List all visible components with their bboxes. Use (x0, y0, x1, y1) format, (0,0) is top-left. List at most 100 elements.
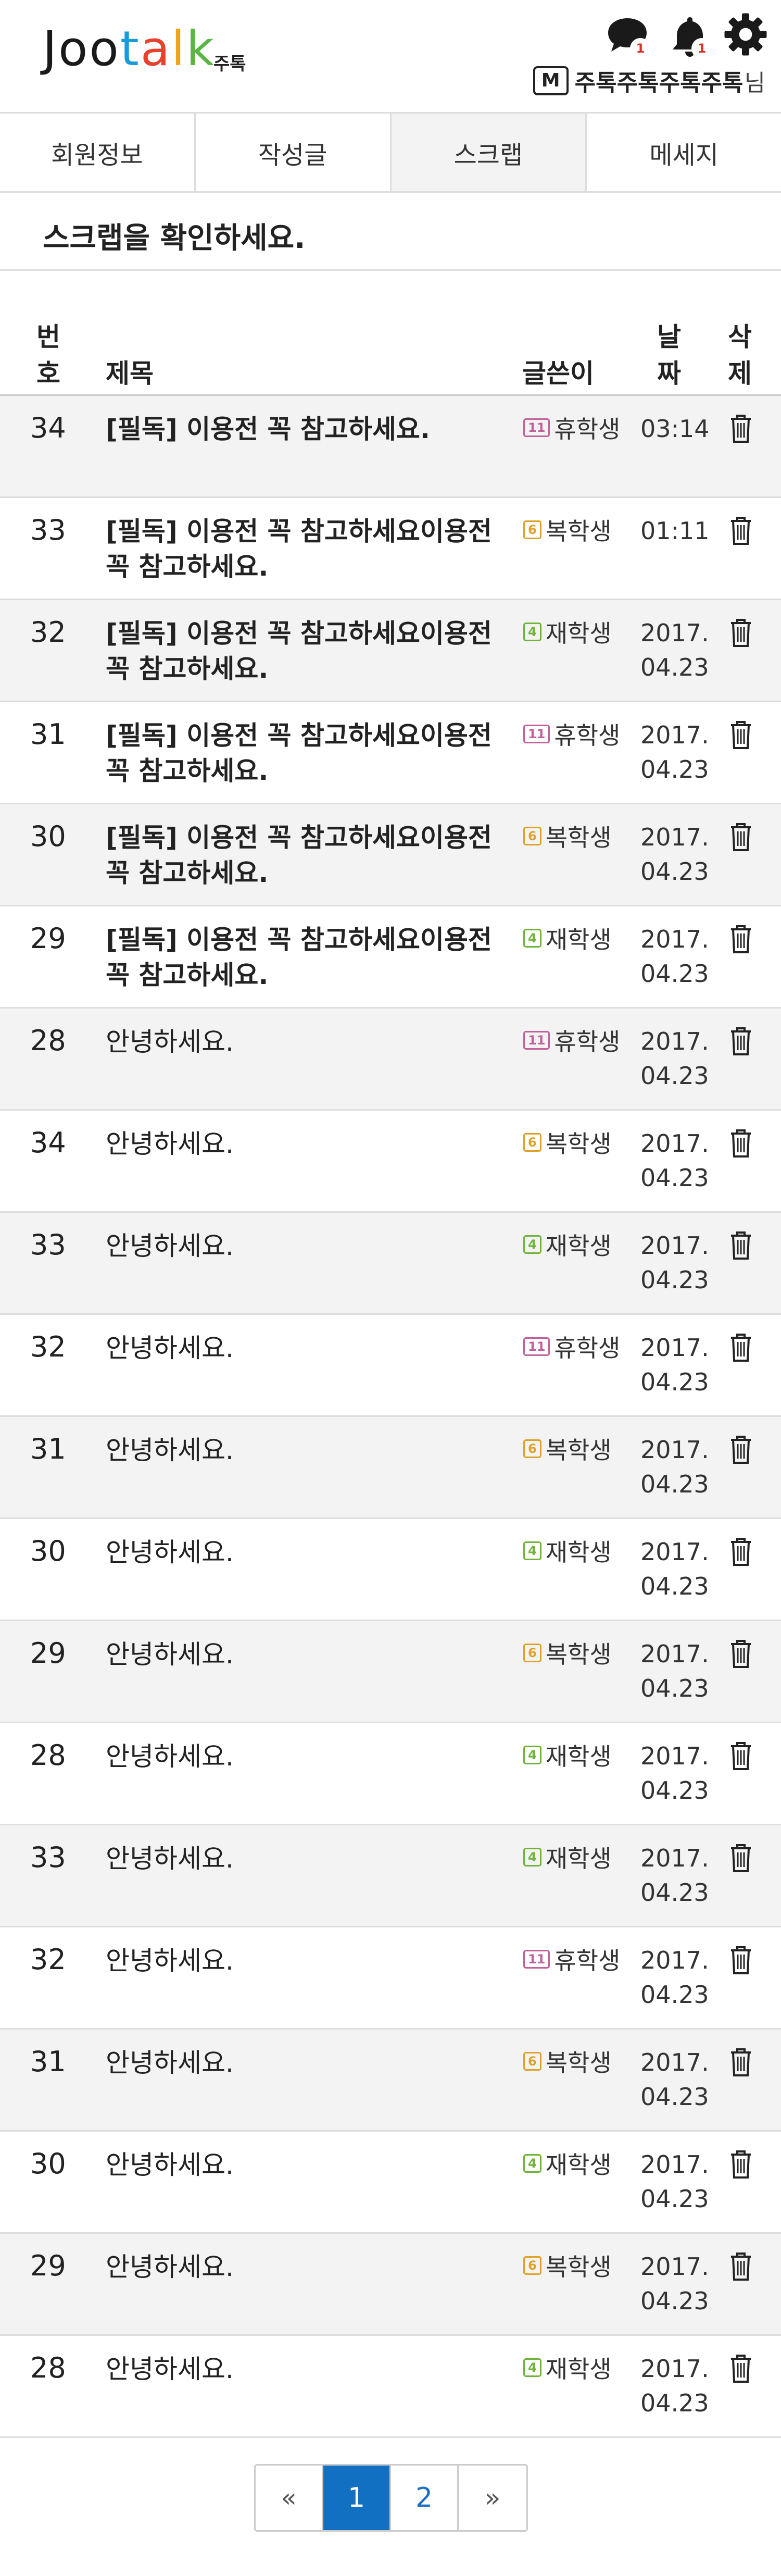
trash-icon[interactable] (728, 515, 754, 546)
user-info[interactable]: M 주톡주톡주톡주톡 님 (533, 65, 765, 96)
table-row[interactable]: 31 안녕하세요. 6 복학생 2017. 04.23 (0, 2030, 781, 2132)
table-row[interactable]: 29 안녕하세요. 6 복학생 2017. 04.23 (0, 2234, 781, 2336)
table-row[interactable]: 33 [필독] 이용전 꼭 참고하세요이용전 꼭 참고하세요. 6 복학생 01:11 (0, 498, 781, 600)
header-num: 번 호 (36, 322, 60, 389)
student-status: 휴학생 (554, 1334, 621, 1362)
trash-icon[interactable] (728, 2250, 754, 2282)
scrap-list: 34 [필독] 이용전 꼭 참고하세요. 11 휴학생 03:14 33 [필독] 이용전 … (0, 396, 781, 2438)
post-date: 03:14 (640, 415, 710, 443)
row-number: 29 (30, 2249, 66, 2282)
trash-icon[interactable] (728, 1025, 754, 1056)
trash-icon[interactable] (728, 1229, 754, 1261)
trash-icon[interactable] (728, 1638, 754, 1669)
post-date: 2017. 04.23 (640, 2355, 709, 2417)
post-title-link[interactable]: 안녕하세요. (106, 1844, 234, 1874)
chat-bubble-icon[interactable]: 1 (604, 13, 651, 60)
post-title-link[interactable]: 안녕하세요. (106, 1027, 234, 1057)
student-status: 복학생 (545, 1436, 612, 1464)
bell-icon[interactable]: 1 (666, 13, 713, 60)
post-date: 2017. 04.23 (640, 1640, 709, 1702)
trash-icon[interactable] (728, 1536, 754, 1567)
post-title-link[interactable]: 안녕하세요. (106, 1537, 234, 1567)
next-page-button[interactable]: » (484, 2483, 501, 2513)
student-status: 휴학생 (554, 1947, 621, 1975)
trash-icon[interactable] (728, 2353, 754, 2384)
table-row[interactable]: 28 안녕하세요. 11 휴학생 2017. 04.23 (0, 1009, 781, 1111)
table-row[interactable]: 32 [필독] 이용전 꼭 참고하세요이용전 꼭 참고하세요. 4 재학생 2017. 0… (0, 600, 781, 702)
post-title-link[interactable]: 안녕하세요. (106, 2354, 234, 2384)
tab-my-posts[interactable]: 작성글 (196, 114, 392, 191)
table-row[interactable]: 31 [필독] 이용전 꼭 참고하세요이용전 꼭 참고하세요. 11 휴학생 2017.… (0, 702, 781, 804)
table-row[interactable]: 29 [필독] 이용전 꼭 참고하세요이용전 꼭 참고하세요. 4 재학생 2017. 0… (0, 906, 781, 1009)
post-date: 2017. 04.23 (640, 1538, 709, 1600)
level-badge: 4 (523, 1848, 541, 1866)
table-row[interactable]: 32 안녕하세요. 11 휴학생 2017. 04.23 (0, 1315, 781, 1417)
table-row[interactable]: 31 안녕하세요. 6 복학생 2017. 04.23 (0, 1417, 781, 1519)
post-title-link[interactable]: [필독] 이용전 꼭 참고하세요이용전 꼭 참고하세요. (106, 925, 492, 990)
post-title-link[interactable]: 안녕하세요. (106, 2048, 234, 2078)
post-title-link[interactable]: 안녕하세요. (106, 1741, 234, 1772)
bell-badge: 1 (691, 38, 712, 59)
trash-icon[interactable] (728, 1331, 754, 1363)
trash-icon[interactable] (728, 923, 754, 954)
table-row[interactable]: 28 안녕하세요. 4 재학생 2017. 04.23 (0, 1723, 781, 1825)
trash-icon[interactable] (728, 1434, 754, 1465)
student-status: 복학생 (545, 824, 612, 852)
post-title-link[interactable]: 안녕하세요. (106, 1231, 234, 1261)
student-status: 휴학생 (554, 1028, 621, 1056)
trash-icon[interactable] (728, 1944, 754, 1975)
writer-info: 6 복학생 (523, 513, 612, 547)
first-page-button[interactable]: « (256, 2466, 323, 2530)
post-title-link[interactable]: [필독] 이용전 꼭 참고하세요이용전 꼭 참고하세요. (106, 823, 492, 888)
mypage-tabs: 회원정보 작성글 스크랩 메세지 (0, 112, 781, 193)
trash-icon[interactable] (728, 2148, 754, 2180)
post-title-link[interactable]: [필독] 이용전 꼭 참고하세요. (106, 414, 430, 444)
post-title-link[interactable]: 안녕하세요. (106, 2252, 234, 2282)
page-button-1[interactable]: 1 (323, 2466, 391, 2530)
post-date: 2017. 04.23 (640, 925, 709, 988)
post-title-link[interactable]: [필독] 이용전 꼭 참고하세요이용전 꼭 참고하세요. (106, 516, 492, 582)
post-title-link[interactable]: [필독] 이용전 꼭 참고하세요이용전 꼭 참고하세요. (106, 720, 492, 786)
table-row[interactable]: 29 안녕하세요. 6 복학생 2017. 04.23 (0, 1621, 781, 1723)
trash-icon[interactable] (728, 821, 754, 852)
student-status: 재학생 (545, 1538, 612, 1566)
tab-messages[interactable]: 메세지 (649, 140, 719, 170)
post-date: 2017. 04.23 (640, 1946, 709, 2009)
post-title-link[interactable]: 안녕하세요. (106, 1333, 234, 1363)
trash-icon[interactable] (728, 2046, 754, 2077)
table-row[interactable]: 34 [필독] 이용전 꼭 참고하세요. 11 휴학생 03:14 (0, 396, 781, 498)
table-row[interactable]: 34 안녕하세요. 6 복학생 2017. 04.23 (0, 1111, 781, 1213)
trash-icon[interactable] (728, 617, 754, 648)
level-badge: 6 (523, 520, 541, 539)
table-row[interactable]: 28 안녕하세요. 4 재학생 2017. 04.23 (0, 2336, 781, 2438)
table-row[interactable]: 33 안녕하세요. 4 재학생 2017. 04.23 (0, 1825, 781, 1927)
post-title-link[interactable]: 안녕하세요. (106, 1946, 234, 1976)
logo-letter: J (43, 21, 59, 77)
trash-icon[interactable] (728, 1842, 754, 1873)
post-date: 2017. 04.23 (640, 2150, 709, 2213)
trash-icon[interactable] (728, 719, 754, 750)
jootalk-logo[interactable]: Jootalk (43, 25, 216, 73)
post-title-link[interactable]: [필독] 이용전 꼭 참고하세요이용전 꼭 참고하세요. (106, 618, 492, 684)
page-button-2[interactable]: 2 (391, 2466, 459, 2530)
post-title-link[interactable]: 안녕하세요. (106, 1129, 234, 1159)
gear-icon[interactable] (723, 11, 769, 57)
row-number: 30 (30, 1535, 66, 1567)
header-date: 날 짜 (657, 322, 681, 389)
trash-icon[interactable] (728, 1740, 754, 1771)
table-row[interactable]: 30 안녕하세요. 4 재학생 2017. 04.23 (0, 1519, 781, 1621)
trash-icon[interactable] (728, 413, 754, 444)
table-row[interactable]: 30 안녕하세요. 4 재학생 2017. 04.23 (0, 2132, 781, 2234)
table-row[interactable]: 33 안녕하세요. 4 재학생 2017. 04.23 (0, 1213, 781, 1315)
tab-scrap[interactable]: 스크랩 (391, 114, 587, 191)
row-number: 34 (30, 412, 66, 444)
post-title-link[interactable]: 안녕하세요. (106, 2150, 234, 2180)
writer-info: 4 재학생 (523, 2350, 612, 2385)
table-row[interactable]: 32 안녕하세요. 11 휴학생 2017. 04.23 (0, 1927, 781, 2030)
post-title-link[interactable]: 안녕하세요. (106, 1435, 234, 1465)
tab-member-info[interactable]: 회원정보 (0, 114, 196, 191)
trash-icon[interactable] (728, 1127, 754, 1159)
writer-info: 11 휴학생 (523, 1329, 620, 1364)
table-row[interactable]: 30 [필독] 이용전 꼭 참고하세요이용전 꼭 참고하세요. 6 복학생 2017. 0… (0, 804, 781, 906)
post-title-link[interactable]: 안녕하세요. (106, 1639, 234, 1670)
